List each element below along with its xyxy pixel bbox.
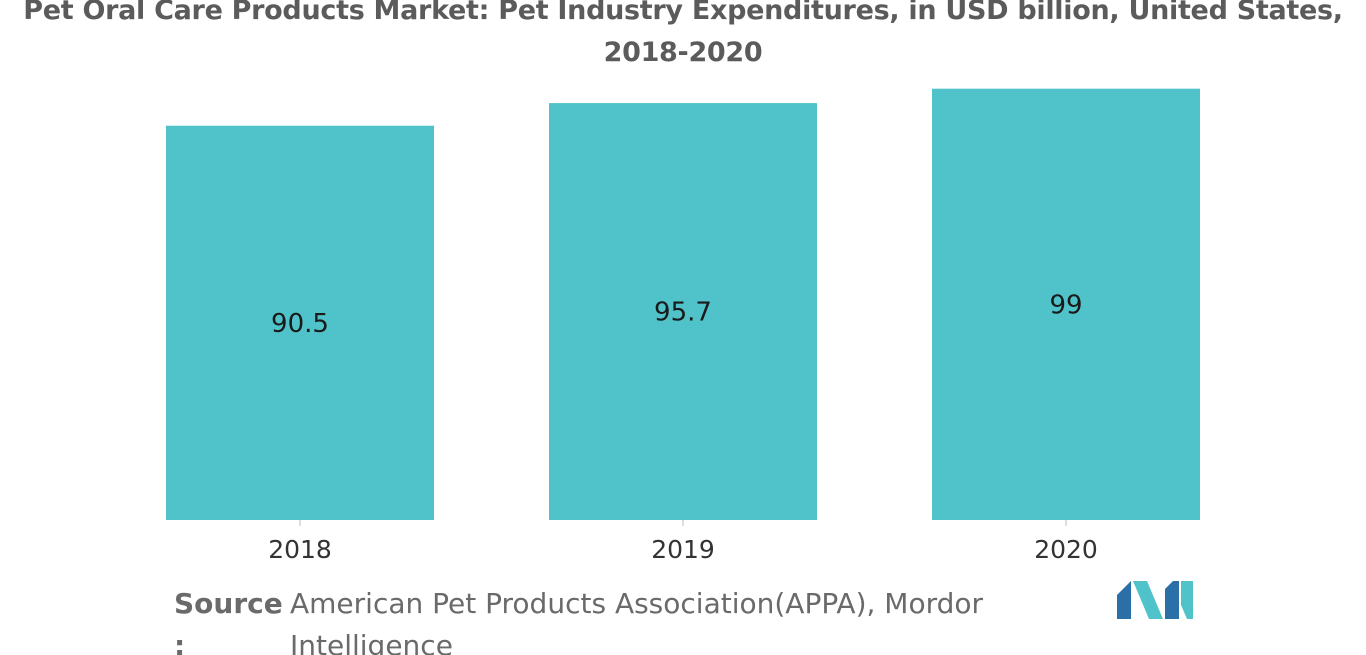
x-tick-label-2018: 2018 [268,535,332,564]
logo-shape-far-right [1181,581,1193,619]
logo-shape-left [1117,581,1131,619]
x-tick-label-2019: 2019 [651,535,715,564]
bar-value-label-2018: 90.5 [271,309,329,339]
bar-value-label-2020: 99 [1049,290,1082,320]
source-colon: : [174,629,186,655]
x-tick-label-2020: 2020 [1034,535,1098,564]
logo-shape-mid [1133,581,1163,619]
source-label: Source [174,587,283,620]
bars-layer: 90.5 95.7 99 [166,88,1200,521]
bar-2018 [166,125,434,521]
bar-chart: 90.5 95.7 99 2018 2019 2020 [166,88,1200,564]
bar-2019 [549,103,817,520]
bar-2020 [932,88,1200,520]
logo-shape-right [1165,581,1179,619]
chart-title: Pet Oral Care Products Market: Pet Indus… [23,0,1343,68]
mordor-intelligence-logo [1117,581,1193,619]
x-axis: 2018 2019 2020 [268,520,1098,564]
source-text: American Pet Products Association(APPA),… [290,587,984,655]
bar-value-label-2019: 95.7 [654,298,712,328]
